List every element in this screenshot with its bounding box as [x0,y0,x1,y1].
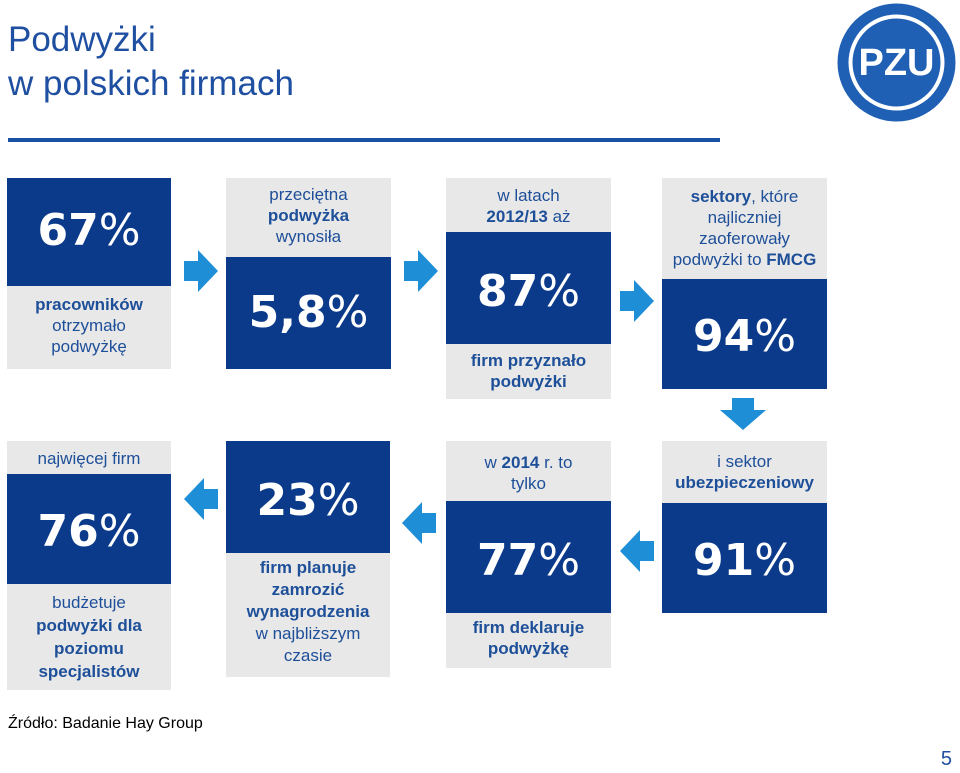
card-insurance-value-block: 91% [662,503,827,613]
card-freeze-value-block: 23% [226,441,390,553]
title-line-2: w polskich firmach [8,64,294,103]
card-fmcg: sektory, które najliczniej zaoferowały p… [662,178,827,389]
card-freeze-value: 23% [256,475,360,526]
page-number: 5 [940,748,952,770]
card-employees-caption: pracowników otrzymało podwyżkę [35,295,143,356]
card-employees-value: 67% [37,205,141,256]
card-specialists-value: 76% [37,506,141,557]
card-2014-top: w 2014 r. to tylko [484,453,573,493]
card-specialists-value-block: 76% [7,474,171,584]
card-employees-value-block: 67% [7,178,171,286]
card-2014: w 2014 r. to tylko 77% firm deklaruje po… [446,441,611,668]
card-fmcg-caption: sektory, które najliczniej zaoferowały p… [672,187,817,269]
card-average-raise-caption: przeciętna podwyżka wynosiła [267,185,350,246]
source-note: Źródło: Badanie Hay Group [8,715,203,732]
title-underline [8,138,720,142]
title-line-1: Podwyżki [8,20,156,59]
card-firms-raised-value: 87% [476,266,581,317]
arrow-right-icon [404,250,438,292]
card-freeze: 23% firm planuje zamrozić wynagrodzenia … [226,441,390,677]
logo-text: PZU [859,42,935,84]
card-specialists-caption: budżetuje podwyżki dla poziomu specjalis… [36,593,142,681]
arrow-right-icon [620,280,654,322]
arrow-down-icon [720,398,766,430]
card-insurance: i sektor ubezpieczeniowy 91% [662,441,827,613]
card-firms-raised-value-block: 87% [446,232,611,344]
card-2014-caption: firm deklaruje podwyżkę [472,618,585,658]
card-freeze-caption: firm planuje zamrozić wynagrodzenia w na… [246,558,370,665]
arrow-left-icon [184,478,218,520]
card-fmcg-value: 94% [692,311,797,362]
card-fmcg-value-block: 94% [662,279,827,389]
card-insurance-top: i sektor ubezpieczeniowy [675,452,814,492]
card-insurance-value: 91% [692,535,797,586]
pzu-logo: PZU [837,3,956,122]
arrow-left-icon [402,502,436,544]
card-average-raise-value: 5,8% [248,287,369,338]
card-2014-value: 77% [476,535,581,586]
card-employees: 67% pracowników otrzymało podwyżkę [7,178,171,369]
arrow-right-icon [184,250,218,292]
card-firms-raised-top: w latach 2012/13 aż [486,186,571,226]
card-firms-raised-caption: firm przyznało podwyżki [470,351,587,391]
card-specialists: najwięcej firm 76% budżetuje podwyżki dl… [7,441,171,690]
card-average-raise-value-block: 5,8% [226,257,391,369]
card-firms-raised: w latach 2012/13 aż 87% firm przyznało p… [446,178,611,399]
arrow-left-icon [620,530,654,572]
page-title: Podwyżki w polskich firmach [8,18,294,106]
card-specialists-top: najwięcej firm [37,449,141,468]
card-2014-value-block: 77% [446,501,611,613]
card-average-raise: przeciętna podwyżka wynosiła 5,8% [226,178,391,369]
